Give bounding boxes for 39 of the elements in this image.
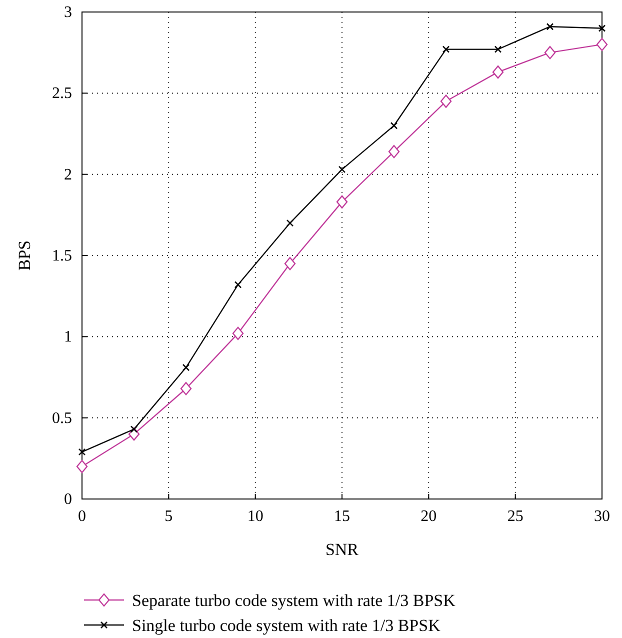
point [596, 38, 608, 52]
legend-label: Single turbo code system with rate 1/3 BPSK [132, 616, 442, 635]
y-tick-label: 1.5 [52, 248, 72, 264]
point [390, 122, 398, 130]
x-axis-title: SNR [325, 540, 360, 559]
legend-label: Separate turbo code system with rate 1/3 BPSK [132, 591, 456, 610]
point [338, 166, 346, 174]
point [130, 426, 138, 433]
y-tick-label: 2.5 [52, 85, 72, 102]
x-tick-label: 30 [594, 508, 610, 525]
y-axis-title: BPS [15, 240, 34, 271]
y-tick-label: 0.5 [52, 410, 72, 427]
x-tick-label: 20 [420, 508, 437, 525]
x-tick-label: 10 [247, 508, 264, 525]
point [546, 22, 554, 30]
y-tick-label: 1 [64, 328, 72, 346]
point [286, 219, 294, 227]
point [544, 46, 556, 60]
point [284, 257, 296, 270]
y-tick-label: 0 [64, 491, 72, 508]
point [76, 460, 88, 474]
point [234, 281, 242, 288]
point [180, 382, 192, 396]
point [336, 195, 348, 209]
point [494, 46, 502, 53]
point [78, 448, 86, 456]
point [492, 65, 504, 79]
x-tick-label: 15 [334, 508, 350, 525]
point [232, 326, 244, 340]
point [598, 24, 606, 32]
y-tick-label: 3 [64, 4, 72, 21]
x-tick-label: 5 [164, 508, 173, 525]
x-tick-label: 25 [507, 508, 524, 525]
point [442, 46, 450, 53]
y-tick-label: 2 [64, 166, 72, 184]
point [440, 94, 452, 108]
point [388, 145, 400, 158]
point [182, 364, 190, 372]
x-tick-label: 0 [78, 508, 86, 525]
